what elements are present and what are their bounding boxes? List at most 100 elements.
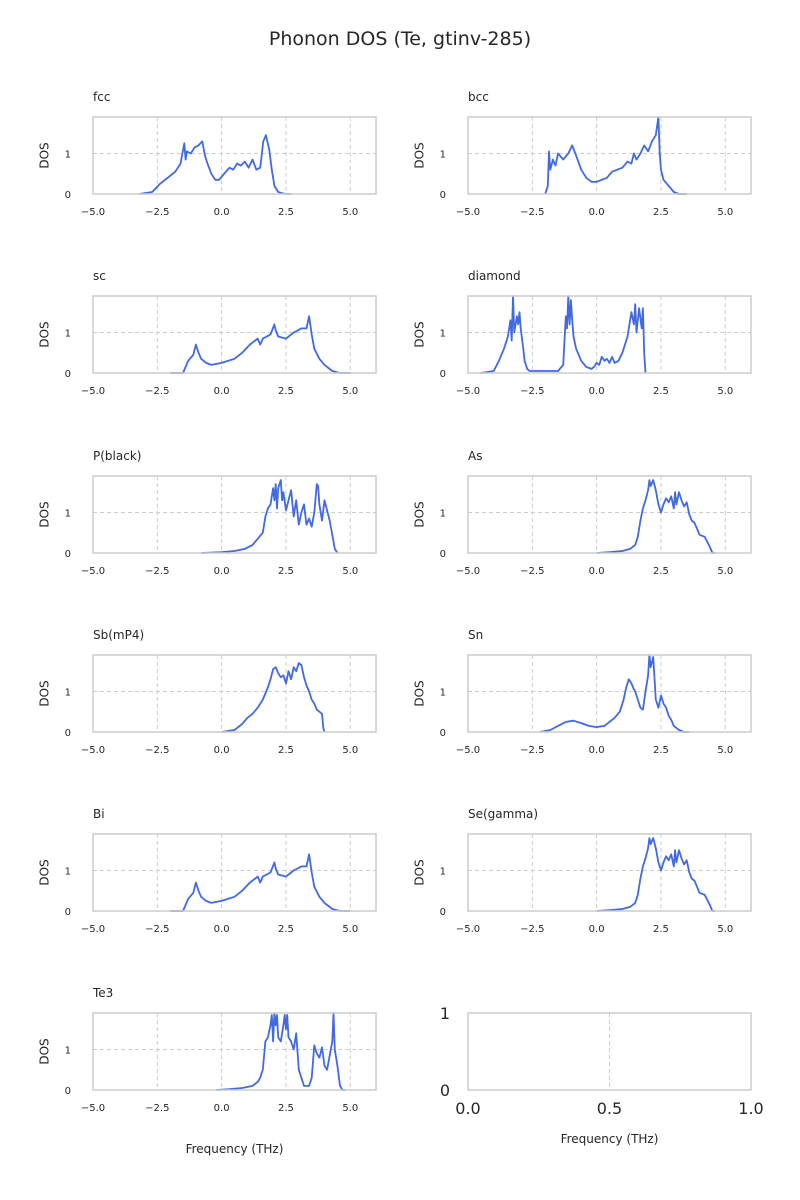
x-tick-label: 1.0 <box>738 1099 763 1118</box>
axes-frame <box>467 654 752 733</box>
x-tick-label: −5.0 <box>456 924 480 935</box>
x-tick-label: 0.0 <box>214 386 230 397</box>
x-tick-label: −2.5 <box>520 745 544 756</box>
y-tick-label: 1 <box>440 508 446 519</box>
x-tick-label: 0.0 <box>214 207 230 218</box>
x-tick-label: 5.0 <box>342 566 358 577</box>
dos-line-bi <box>170 853 351 912</box>
dos-line-diamond <box>480 295 647 374</box>
x-tick-label: −5.0 <box>456 207 480 218</box>
y-tick-label: 1 <box>65 508 71 519</box>
y-axis-label: DOS <box>38 859 52 885</box>
dos-line-se-gamma <box>596 837 715 912</box>
y-axis-label: DOS <box>38 1038 52 1064</box>
y-tick-label: 1 <box>65 328 71 339</box>
axes-frame <box>92 475 377 554</box>
y-tick-label: 1 <box>440 328 446 339</box>
subplot-fcc: −5.0 −2.5 0.0 2.5 5.0 0 1 fcc DOS <box>38 90 377 218</box>
subplot-title: Sn <box>468 628 483 642</box>
x-tick-label: 2.5 <box>653 386 669 397</box>
subplot-title: Sb(mP4) <box>93 628 144 642</box>
axes-frame <box>92 1012 377 1091</box>
x-tick-label: 2.5 <box>653 566 669 577</box>
x-tick-label: 0.0 <box>214 1103 230 1114</box>
x-tick-label: 2.5 <box>653 924 669 935</box>
x-tick-label: −5.0 <box>81 566 105 577</box>
y-tick-label: 0 <box>440 369 446 380</box>
x-tick-label: −2.5 <box>520 207 544 218</box>
y-axis-label: DOS <box>38 501 52 527</box>
subplot-bcc: −5.0 −2.5 0.0 2.5 5.0 0 1 bcc DOS <box>413 90 752 218</box>
x-tick-label: −5.0 <box>456 745 480 756</box>
x-tick-label: 5.0 <box>717 386 733 397</box>
x-tick-label: 0.0 <box>214 745 230 756</box>
x-tick-label: 5.0 <box>717 207 733 218</box>
dos-line-te3 <box>216 1012 346 1091</box>
axes-frame <box>467 833 752 912</box>
subplot-grid: −5.0 −2.5 0.0 2.5 5.0 0 1 fcc DOS −5.0 −2.5 0.0 2.5 5… <box>38 90 764 1156</box>
y-tick-label: 0 <box>440 549 446 560</box>
y-tick-label: 1 <box>65 687 71 698</box>
x-tick-label: 5.0 <box>717 924 733 935</box>
y-axis-label: DOS <box>413 859 427 885</box>
x-tick-label: 2.5 <box>278 924 294 935</box>
axes-frame <box>92 833 377 912</box>
x-tick-label: −5.0 <box>81 924 105 935</box>
y-tick-label: 1 <box>440 1004 450 1023</box>
x-tick-label: −5.0 <box>81 745 105 756</box>
y-tick-label: 0 <box>65 549 71 560</box>
x-tick-label: −5.0 <box>456 386 480 397</box>
y-tick-label: 1 <box>65 866 71 877</box>
y-tick-label: 0 <box>440 1081 450 1100</box>
subplot-sb-mp4: −5.0 −2.5 0.0 2.5 5.0 0 1 Sb(mP4) DOS <box>38 628 377 756</box>
subplot-p-black: −5.0 −2.5 0.0 2.5 5.0 0 1 P(black) DOS <box>38 449 377 577</box>
x-tick-label: −2.5 <box>145 386 169 397</box>
x-tick-label: 0.0 <box>214 566 230 577</box>
subplot-se-gamma: −5.0 −2.5 0.0 2.5 5.0 0 1 Se(gamma) DOS <box>413 807 752 935</box>
axes-frame <box>467 475 752 554</box>
subplot-te3: −5.0 −2.5 0.0 2.5 5.0 0 1 Te3 DOS Frequency (THz) <box>38 986 377 1156</box>
y-axis-label: DOS <box>38 142 52 168</box>
subplot-title: Bi <box>93 807 105 821</box>
y-tick-label: 0 <box>65 190 71 201</box>
axes-frame <box>92 654 377 733</box>
y-tick-label: 0 <box>65 1086 71 1097</box>
x-tick-label: 5.0 <box>342 386 358 397</box>
y-axis-label: DOS <box>413 680 427 706</box>
x-tick-label: 5.0 <box>717 745 733 756</box>
dos-line-as <box>596 479 715 554</box>
x-tick-label: −5.0 <box>81 386 105 397</box>
subplot-bi: −5.0 −2.5 0.0 2.5 5.0 0 1 Bi DOS <box>38 807 377 935</box>
subplot-sc: −5.0 −2.5 0.0 2.5 5.0 0 1 sc DOS <box>38 269 377 397</box>
y-tick-label: 1 <box>440 866 446 877</box>
x-tick-label: 2.5 <box>278 566 294 577</box>
y-axis-label: DOS <box>38 680 52 706</box>
subplot-empty: 0.0 0.5 1.0 0 1 Frequency (THz) <box>440 1004 764 1146</box>
x-tick-label: −2.5 <box>520 386 544 397</box>
y-axis-label: DOS <box>413 142 427 168</box>
x-tick-label: 0.0 <box>589 924 605 935</box>
subplot-title: fcc <box>93 90 110 104</box>
x-tick-label: 5.0 <box>342 745 358 756</box>
y-tick-label: 0 <box>65 907 71 918</box>
subplot-title: sc <box>93 269 106 283</box>
subplot-title: diamond <box>468 269 521 283</box>
x-tick-label: 2.5 <box>278 745 294 756</box>
dos-line-bcc <box>544 116 687 195</box>
y-tick-label: 0 <box>65 369 71 380</box>
x-tick-label: −2.5 <box>145 924 169 935</box>
x-tick-label: 2.5 <box>278 1103 294 1114</box>
y-tick-label: 1 <box>440 687 446 698</box>
axes-frame <box>467 295 752 374</box>
x-tick-label: 0.0 <box>589 386 605 397</box>
dos-line-sn <box>539 654 690 733</box>
subplot-sn: −5.0 −2.5 0.0 2.5 5.0 0 1 Sn DOS <box>413 628 752 756</box>
x-tick-label: −2.5 <box>145 745 169 756</box>
x-axis-label: Frequency (THz) <box>561 1132 659 1146</box>
y-tick-label: 0 <box>440 907 446 918</box>
y-tick-label: 1 <box>65 1045 71 1056</box>
dos-line-sb-mp4 <box>221 662 326 733</box>
subplot-as: −5.0 −2.5 0.0 2.5 5.0 0 1 As DOS <box>413 449 752 577</box>
x-tick-label: 5.0 <box>342 207 358 218</box>
